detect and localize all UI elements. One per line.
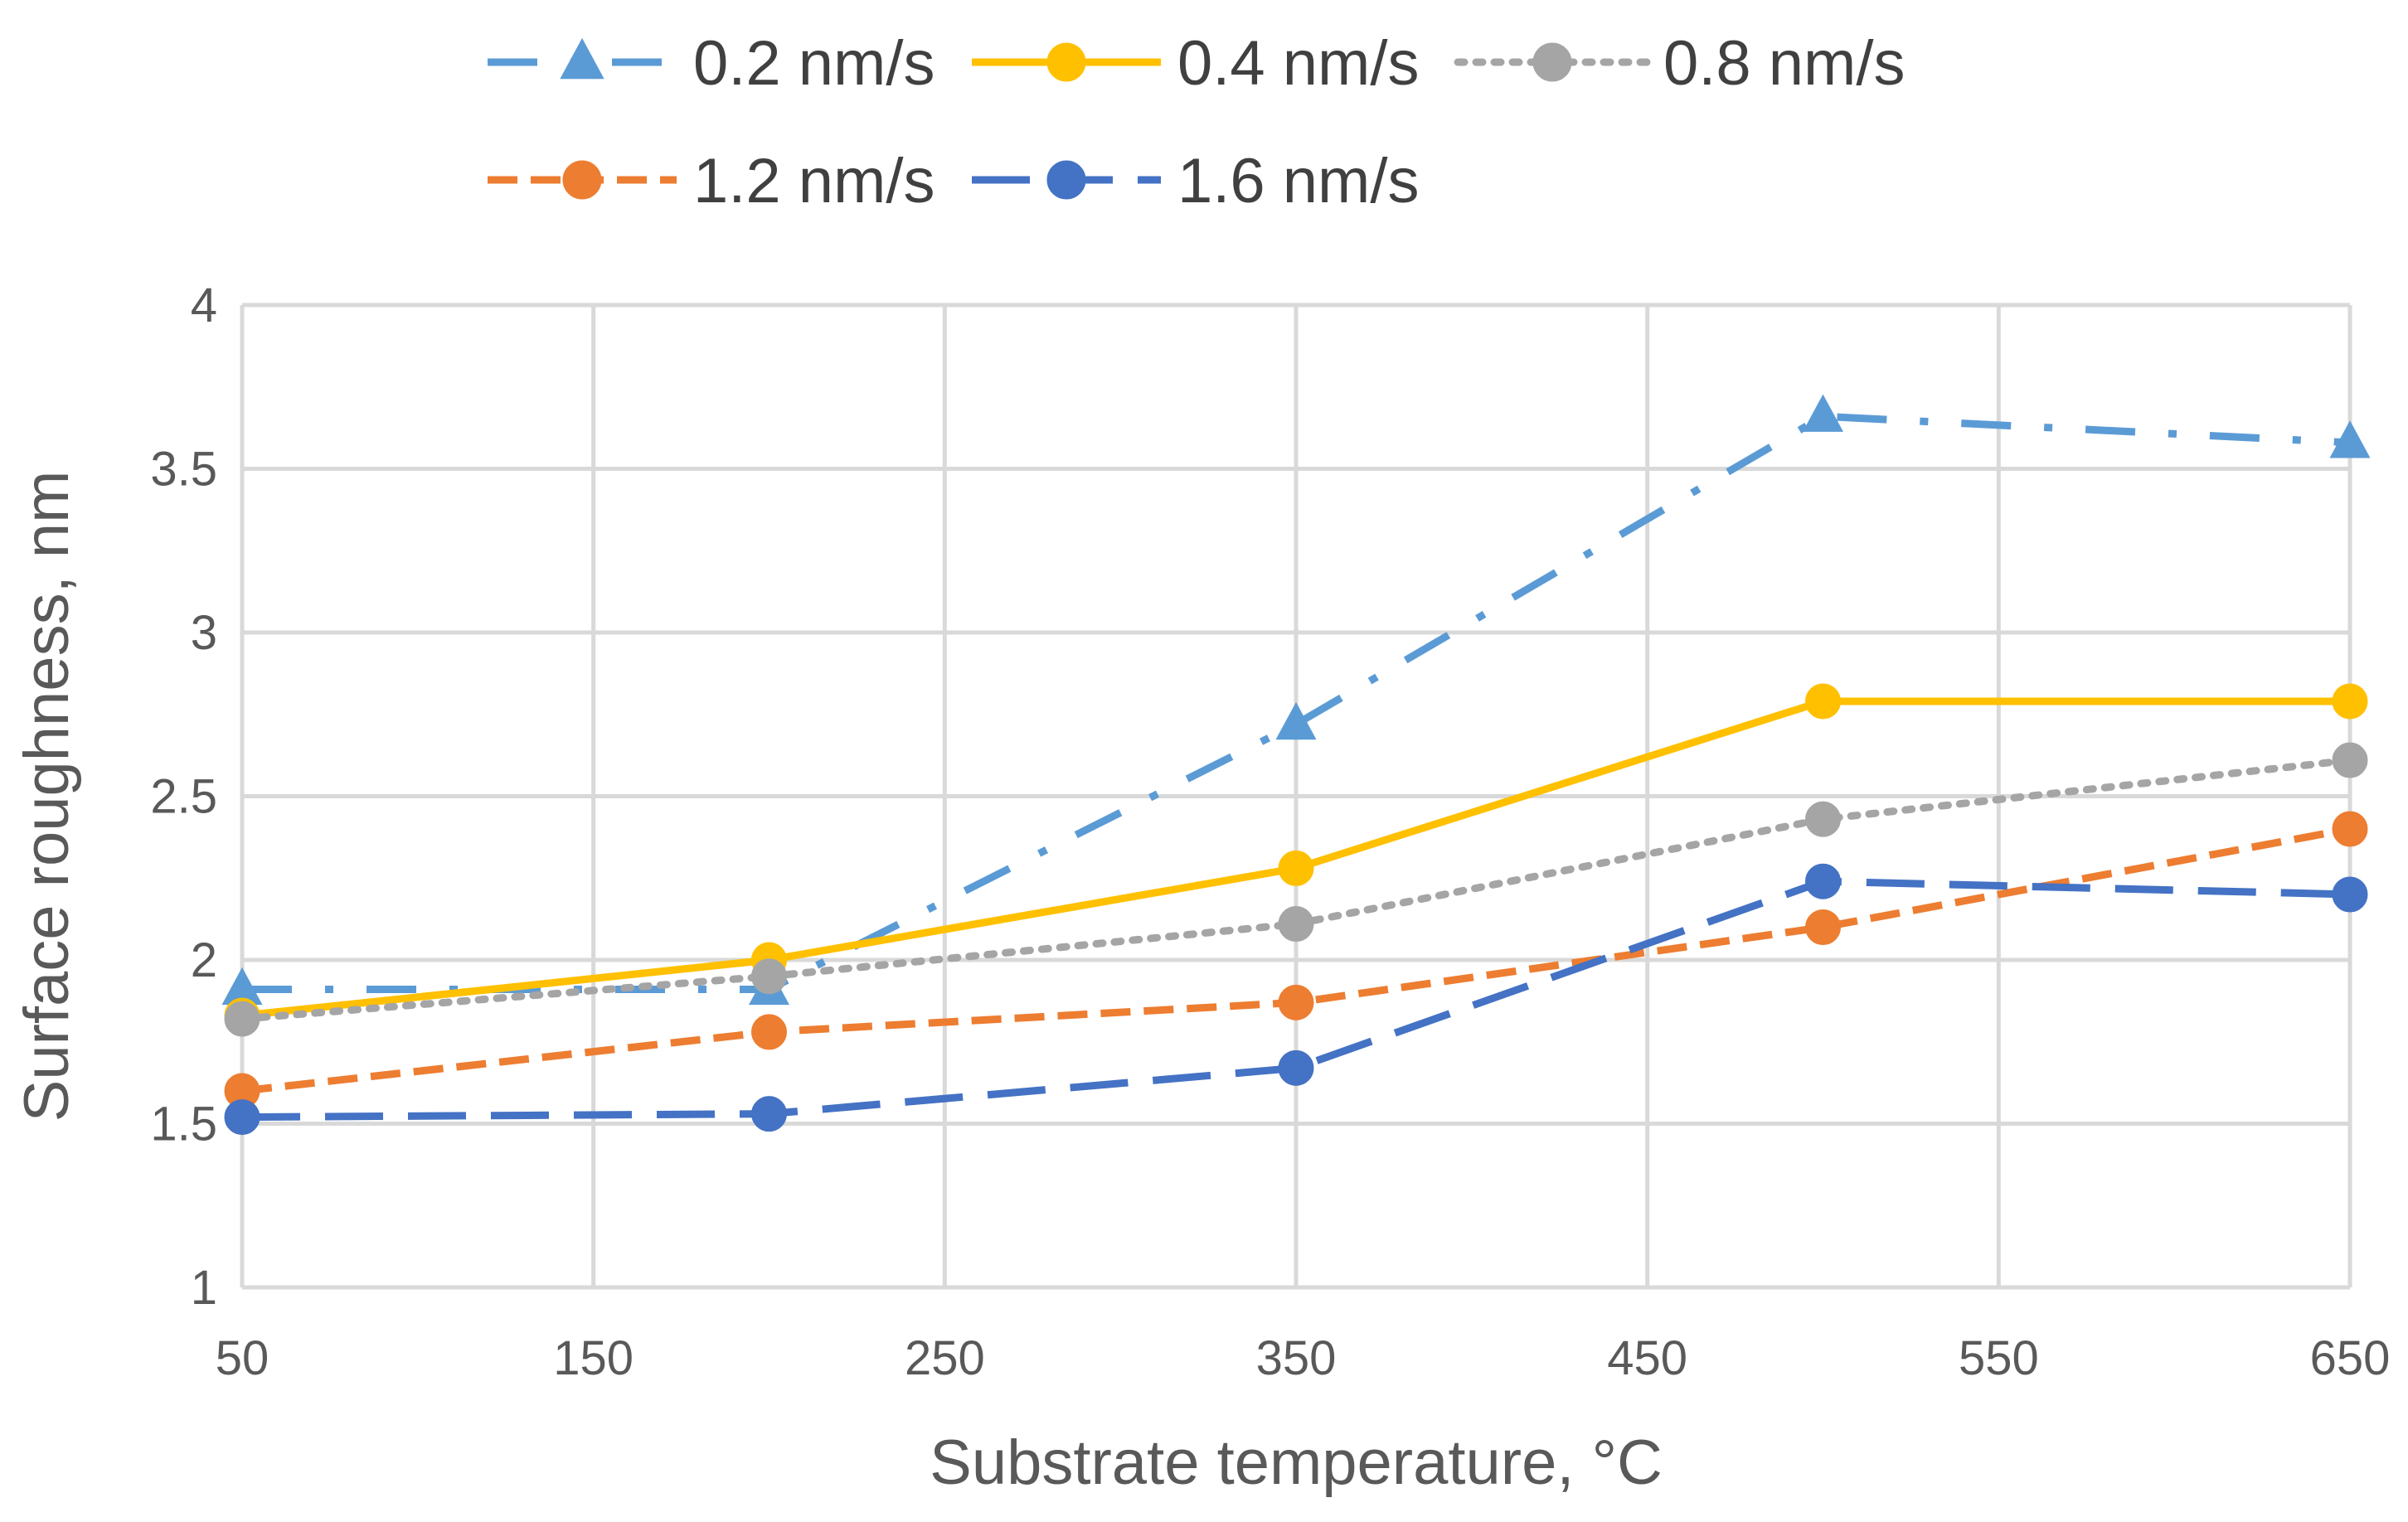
- data-point: [2332, 876, 2368, 913]
- data-point: [1802, 394, 1844, 432]
- data-point: [1805, 909, 1841, 945]
- data-point: [1805, 863, 1841, 899]
- x-axis-title: Substrate temperature, °C: [930, 1427, 1663, 1498]
- data-point: [224, 1001, 260, 1037]
- legend-marker: [1046, 160, 1086, 200]
- series-1-6-nm-s: [224, 863, 2368, 1136]
- x-tick-label: 550: [1959, 1331, 2039, 1385]
- data-point: [751, 1096, 787, 1132]
- x-tick-label: 650: [2310, 1331, 2391, 1385]
- legend-label: 1.2 nm/s: [693, 146, 935, 216]
- legend-item: 0.8 nm/s: [1454, 28, 1905, 99]
- y-tick-label: 1.5: [150, 1098, 217, 1151]
- data-point: [751, 958, 787, 995]
- x-tick-label: 50: [216, 1331, 269, 1385]
- x-tick-label: 450: [1607, 1331, 1687, 1385]
- x-tick-label: 350: [1256, 1331, 1337, 1385]
- data-point: [1275, 701, 1317, 740]
- legend-item: 1.2 nm/s: [488, 146, 935, 216]
- legend-item: 1.6 nm/s: [972, 146, 1419, 216]
- legend-label: 0.8 nm/s: [1663, 28, 1905, 99]
- y-tick-label: 1: [191, 1261, 217, 1315]
- y-tick-label: 2: [191, 933, 217, 987]
- series-group: [221, 394, 2371, 1136]
- data-point: [1278, 984, 1314, 1020]
- data-point: [2332, 811, 2368, 847]
- legend-item: 0.4 nm/s: [972, 28, 1419, 99]
- data-point: [2332, 742, 2368, 778]
- y-axis-title: Surface roughness, nm: [12, 471, 82, 1122]
- y-tick-label: 3: [191, 606, 217, 660]
- series-line: [242, 412, 2351, 994]
- legend-marker: [1532, 42, 1572, 82]
- legend: 0.2 nm/s 0.4 nm/s 0.8 nm/s 1.2 nm/s 1.6 nm/s: [488, 28, 1905, 216]
- legend-marker: [560, 37, 604, 80]
- legend-label: 1.6 nm/s: [1177, 146, 1419, 216]
- x-tick-label: 250: [905, 1331, 985, 1385]
- y-tick-label: 2.5: [150, 770, 217, 824]
- data-point: [1278, 906, 1314, 943]
- data-point: [2332, 683, 2368, 720]
- data-point: [1805, 683, 1841, 720]
- legend-label: 0.4 nm/s: [1177, 28, 1419, 99]
- x-tick-label: 150: [553, 1331, 634, 1385]
- y-tick-label: 4: [191, 279, 217, 332]
- legend-item: 0.2 nm/s: [488, 28, 935, 99]
- legend-marker: [562, 160, 602, 200]
- y-tick-label: 3.5: [150, 443, 217, 497]
- series-0-8-nm-s: [224, 742, 2368, 1037]
- data-point: [1805, 801, 1841, 837]
- data-point: [2329, 420, 2371, 458]
- data-point: [224, 1099, 260, 1136]
- data-point: [1278, 1049, 1314, 1086]
- series-line: [241, 877, 2351, 1122]
- legend-marker: [1046, 42, 1086, 82]
- data-point: [1278, 850, 1314, 886]
- legend-label: 0.2 nm/s: [693, 28, 935, 99]
- data-point: [751, 1014, 787, 1050]
